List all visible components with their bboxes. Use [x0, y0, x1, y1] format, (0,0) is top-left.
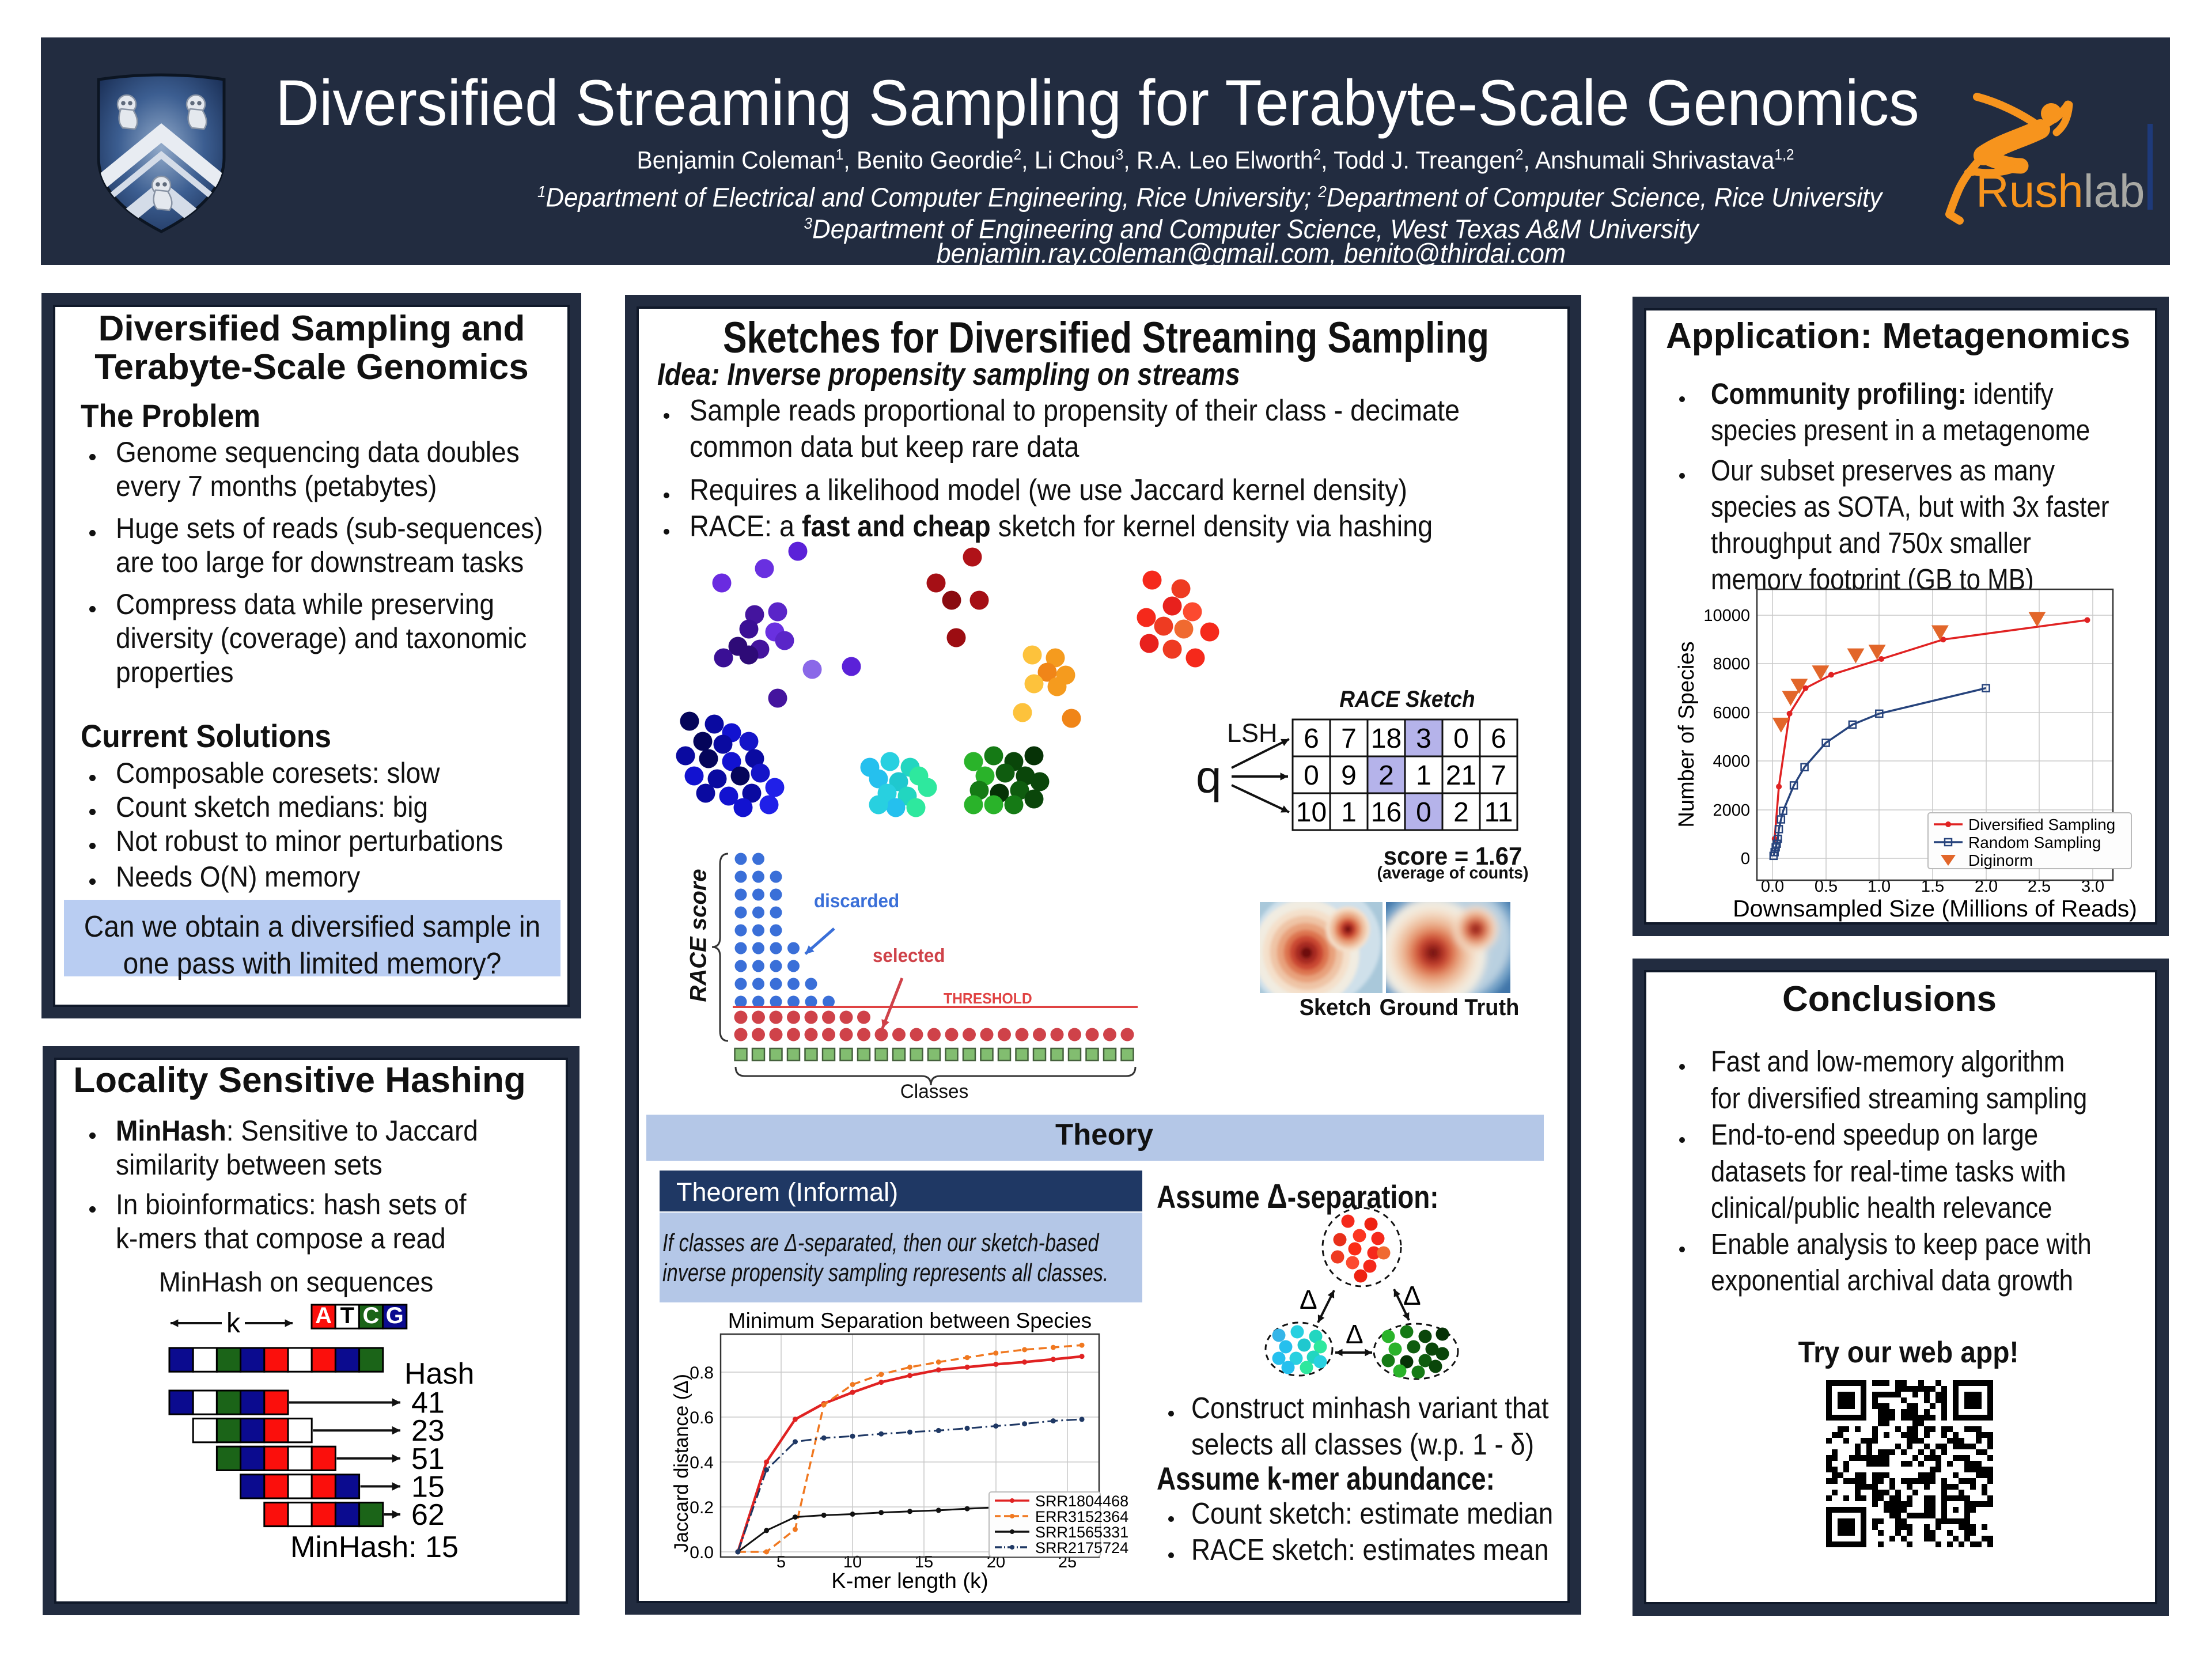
svg-text:41: 41: [411, 1387, 445, 1420]
svg-text:G: G: [386, 1303, 404, 1328]
svg-text:Hash: Hash: [404, 1357, 474, 1391]
svg-text:0: 0: [1416, 797, 1431, 828]
svg-text:7: 7: [1491, 760, 1506, 791]
svg-text:2: 2: [1378, 760, 1394, 791]
svg-text:8000: 8000: [1713, 655, 1750, 673]
svg-text:21: 21: [1446, 760, 1476, 791]
svg-text:0.2: 0.2: [690, 1498, 714, 1517]
svg-text:15: 15: [411, 1470, 445, 1503]
svg-text:SRR1804468: SRR1804468: [1035, 1493, 1128, 1510]
svg-text:T: T: [340, 1303, 354, 1328]
svg-text:7: 7: [1341, 724, 1357, 754]
svg-text:51: 51: [411, 1442, 445, 1476]
svg-text:Δ: Δ: [1300, 1285, 1317, 1315]
svg-text:6000: 6000: [1713, 704, 1750, 722]
svg-text:SRR1565331: SRR1565331: [1035, 1524, 1128, 1541]
svg-text:Minimum Separation between Spe: Minimum Separation between Species: [728, 1310, 1092, 1332]
svg-text:0: 0: [1453, 724, 1469, 754]
svg-text:MinHash: 15: MinHash: 15: [290, 1531, 459, 1564]
svg-text:1: 1: [1341, 797, 1357, 828]
svg-text:0.8: 0.8: [690, 1363, 714, 1382]
svg-text:62: 62: [411, 1498, 445, 1532]
svg-text:15: 15: [915, 1553, 933, 1571]
svg-text:2: 2: [1453, 797, 1469, 828]
svg-text:3: 3: [1416, 724, 1431, 754]
svg-text:11: 11: [1484, 797, 1513, 828]
svg-text:Jaccard distance (Δ): Jaccard distance (Δ): [671, 1374, 692, 1552]
svg-text:4000: 4000: [1713, 752, 1750, 771]
svg-text:23: 23: [411, 1414, 445, 1448]
svg-text:ERR3152364: ERR3152364: [1035, 1508, 1128, 1525]
svg-text:0: 0: [1741, 850, 1750, 868]
svg-text:Random Sampling: Random Sampling: [1968, 834, 2101, 851]
svg-text:6: 6: [1491, 724, 1506, 754]
svg-text:9: 9: [1341, 760, 1357, 791]
svg-text:0.4: 0.4: [690, 1453, 714, 1472]
svg-text:k: k: [226, 1308, 241, 1339]
svg-text:Δ: Δ: [1403, 1281, 1421, 1310]
svg-text:C: C: [363, 1303, 380, 1328]
svg-text:16: 16: [1371, 797, 1402, 828]
svg-text:SRR2175724: SRR2175724: [1035, 1539, 1128, 1556]
svg-text:10: 10: [1296, 797, 1327, 828]
svg-text:0.6: 0.6: [690, 1408, 714, 1427]
svg-text:18: 18: [1371, 724, 1402, 754]
svg-text:0: 0: [1304, 760, 1319, 791]
svg-text:1: 1: [1416, 760, 1431, 791]
svg-text:Δ: Δ: [1346, 1319, 1363, 1349]
svg-text:Diversified Sampling: Diversified Sampling: [1968, 816, 2115, 834]
svg-text:10000: 10000: [1703, 607, 1750, 625]
svg-text:Number of Species: Number of Species: [1675, 641, 1699, 827]
svg-text:K-mer length (k): K-mer length (k): [831, 1569, 988, 1593]
svg-text:0.0: 0.0: [690, 1543, 714, 1562]
svg-text:5: 5: [777, 1553, 786, 1571]
svg-text:Downsampled Size (Millions of: Downsampled Size (Millions of Reads): [1733, 895, 2137, 922]
svg-text:6: 6: [1304, 724, 1319, 754]
svg-text:2000: 2000: [1713, 801, 1750, 820]
svg-text:10: 10: [843, 1553, 862, 1571]
svg-text:A: A: [315, 1303, 332, 1328]
svg-text:Diginorm: Diginorm: [1968, 851, 2033, 869]
